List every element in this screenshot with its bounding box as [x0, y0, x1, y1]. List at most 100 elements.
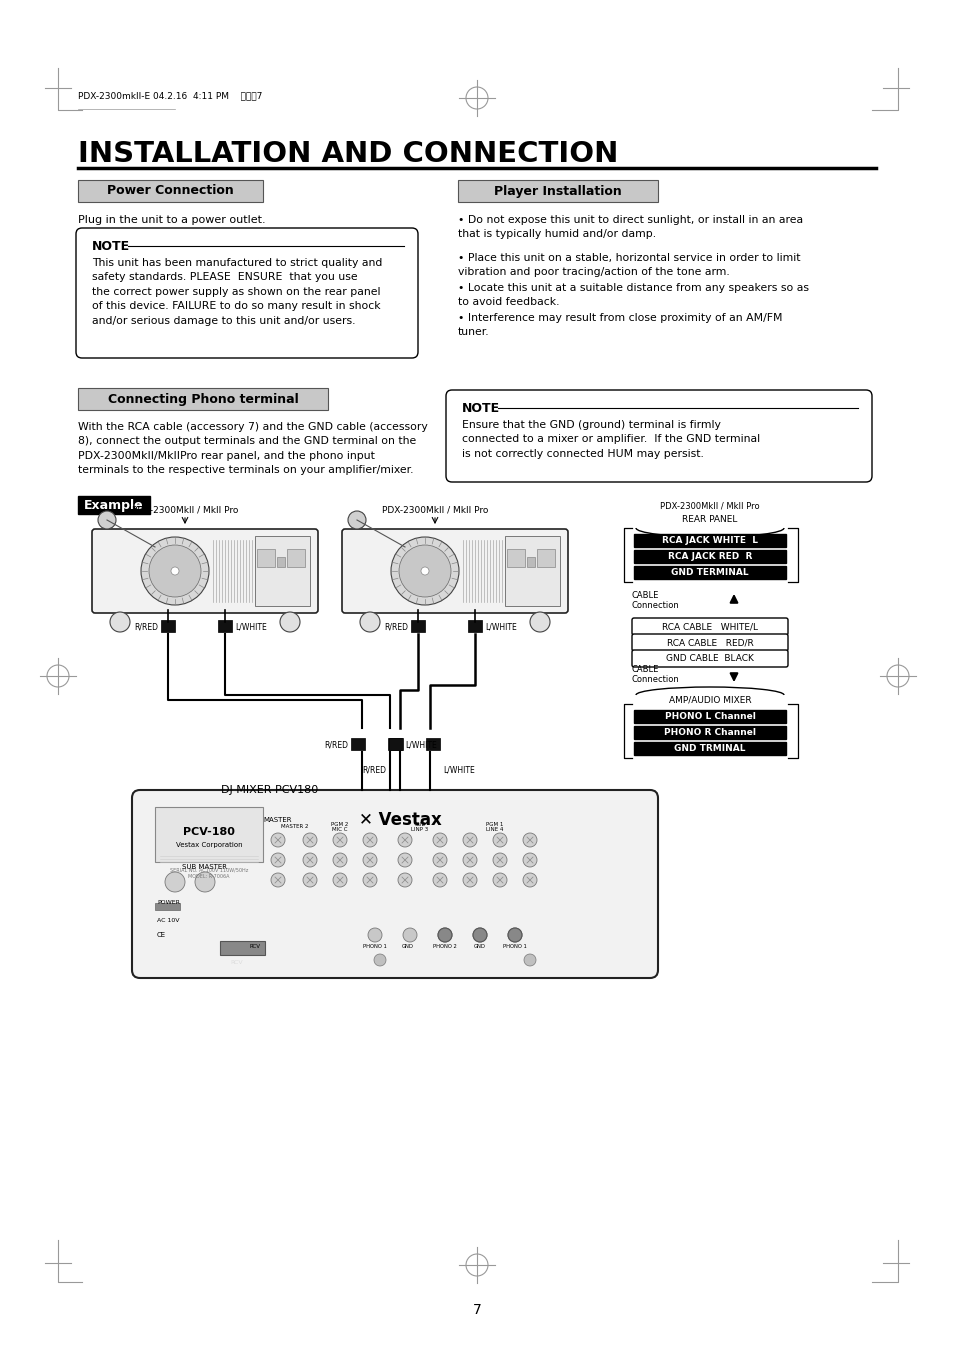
- Circle shape: [402, 928, 416, 942]
- Text: PHONO 1: PHONO 1: [502, 943, 526, 948]
- Circle shape: [359, 612, 379, 632]
- Text: Player Installation: Player Installation: [494, 185, 621, 197]
- Circle shape: [523, 954, 536, 966]
- Circle shape: [437, 928, 452, 942]
- Text: MASTER 2: MASTER 2: [281, 824, 309, 830]
- Circle shape: [493, 873, 506, 888]
- FancyBboxPatch shape: [446, 390, 871, 482]
- Text: SUB MASTER: SUB MASTER: [182, 865, 227, 870]
- Text: REAR PANEL: REAR PANEL: [681, 515, 737, 523]
- Circle shape: [368, 928, 381, 942]
- Text: PDX-2300MkII / MkII Pro: PDX-2300MkII / MkII Pro: [381, 505, 488, 515]
- Text: L/WHITE: L/WHITE: [405, 740, 436, 750]
- Text: PGM 2
MIC C: PGM 2 MIC C: [331, 821, 349, 832]
- Text: SUB
LINP 3: SUB LINP 3: [411, 821, 428, 832]
- FancyBboxPatch shape: [631, 650, 787, 667]
- Bar: [634, 550, 785, 563]
- Circle shape: [462, 852, 476, 867]
- Circle shape: [398, 544, 451, 597]
- Circle shape: [271, 852, 285, 867]
- Text: L/WHITE: L/WHITE: [234, 623, 267, 631]
- Text: PDX-2300mkII-E 04.2.16  4:11 PM    ペーシ7: PDX-2300mkII-E 04.2.16 4:11 PM ペーシ7: [78, 92, 262, 100]
- FancyBboxPatch shape: [91, 530, 317, 613]
- Bar: [276, 557, 285, 567]
- Circle shape: [391, 536, 458, 605]
- Circle shape: [98, 511, 116, 530]
- Circle shape: [303, 834, 316, 847]
- Circle shape: [473, 928, 486, 942]
- Text: RCV: RCV: [250, 943, 260, 948]
- Text: • Interference may result from close proximity of an AM/FM
tuner.: • Interference may result from close pro…: [457, 313, 781, 336]
- Bar: [78, 496, 150, 513]
- Bar: [426, 738, 439, 750]
- Bar: [154, 807, 263, 862]
- Text: RCV: RCV: [230, 959, 242, 965]
- Text: L/WHITE: L/WHITE: [442, 766, 475, 774]
- Text: 7: 7: [472, 1302, 481, 1317]
- Circle shape: [433, 852, 447, 867]
- Circle shape: [333, 834, 347, 847]
- FancyBboxPatch shape: [132, 790, 658, 978]
- Text: PHONO L Channel: PHONO L Channel: [664, 712, 755, 721]
- Bar: [634, 742, 785, 755]
- Text: ✕ Vestax: ✕ Vestax: [358, 811, 441, 830]
- Text: Power Connection: Power Connection: [107, 185, 233, 197]
- Text: Ensure that the GND (ground) terminal is firmly
connected to a mixer or amplifie: Ensure that the GND (ground) terminal is…: [461, 420, 760, 459]
- Text: AMP/AUDIO MIXER: AMP/AUDIO MIXER: [668, 696, 751, 704]
- Text: With the RCA cable (accessory 7) and the GND cable (accessory
8), connect the ou: With the RCA cable (accessory 7) and the…: [78, 422, 427, 476]
- Text: Vestax Corporation: Vestax Corporation: [175, 842, 242, 848]
- Circle shape: [271, 834, 285, 847]
- Bar: [506, 549, 524, 567]
- FancyBboxPatch shape: [76, 228, 417, 358]
- Circle shape: [280, 612, 299, 632]
- Circle shape: [522, 873, 537, 888]
- Text: CABLE: CABLE: [631, 592, 659, 600]
- Bar: [218, 620, 232, 632]
- Bar: [287, 549, 305, 567]
- Bar: [78, 180, 263, 203]
- Text: AC 10V: AC 10V: [157, 917, 179, 923]
- Circle shape: [194, 871, 214, 892]
- Text: GND CABLE  BLACK: GND CABLE BLACK: [665, 654, 753, 663]
- Bar: [78, 388, 328, 409]
- Bar: [161, 620, 174, 632]
- Circle shape: [522, 834, 537, 847]
- Text: Connecting Phono terminal: Connecting Phono terminal: [108, 393, 298, 405]
- Text: R/RED: R/RED: [361, 766, 386, 774]
- Circle shape: [493, 834, 506, 847]
- Bar: [468, 620, 481, 632]
- Text: INSTALLATION AND CONNECTION: INSTALLATION AND CONNECTION: [78, 141, 618, 168]
- Text: R/RED: R/RED: [384, 623, 408, 631]
- Circle shape: [473, 928, 486, 942]
- Circle shape: [363, 852, 376, 867]
- Bar: [254, 536, 310, 607]
- Text: Example: Example: [84, 499, 144, 512]
- Text: R/RED: R/RED: [324, 740, 348, 750]
- Text: GND: GND: [401, 943, 414, 948]
- Circle shape: [397, 873, 412, 888]
- Bar: [256, 549, 274, 567]
- Circle shape: [397, 852, 412, 867]
- Bar: [504, 536, 559, 607]
- FancyBboxPatch shape: [631, 634, 787, 651]
- Text: RCA CABLE   WHITE/L: RCA CABLE WHITE/L: [661, 621, 758, 631]
- Text: RCA JACK RED  R: RCA JACK RED R: [667, 553, 751, 561]
- Text: GND TERMINAL: GND TERMINAL: [671, 567, 748, 577]
- Bar: [634, 725, 785, 739]
- Circle shape: [397, 834, 412, 847]
- Circle shape: [462, 873, 476, 888]
- Circle shape: [507, 928, 521, 942]
- Text: GND: GND: [474, 943, 485, 948]
- Bar: [388, 738, 401, 750]
- FancyBboxPatch shape: [631, 617, 787, 635]
- Circle shape: [333, 852, 347, 867]
- Bar: [634, 566, 785, 580]
- Text: POWER: POWER: [157, 900, 180, 905]
- Bar: [634, 711, 785, 723]
- Text: • Do not expose this unit to direct sunlight, or install in an area
that is typi: • Do not expose this unit to direct sunl…: [457, 215, 802, 239]
- Text: PDX-2300MkII / MkII Pro: PDX-2300MkII / MkII Pro: [659, 501, 759, 511]
- Text: NOTE: NOTE: [91, 239, 130, 253]
- Text: • Locate this unit at a suitable distance from any speakers so as
to avoid feedb: • Locate this unit at a suitable distanc…: [457, 282, 808, 307]
- Circle shape: [433, 873, 447, 888]
- Text: • Place this unit on a stable, horizontal service in order to limit
vibration an: • Place this unit on a stable, horizonta…: [457, 253, 800, 277]
